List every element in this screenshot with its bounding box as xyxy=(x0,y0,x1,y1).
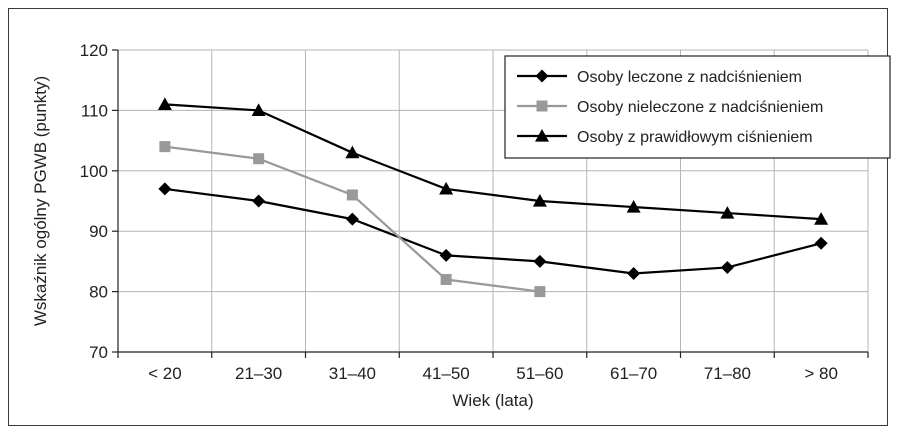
x-tick-label-7: > 80 xyxy=(804,364,838,383)
series-2 xyxy=(157,97,829,225)
data-point-2-0 xyxy=(157,97,172,110)
legend-marker-1 xyxy=(536,100,548,112)
data-point-1-2 xyxy=(346,189,358,201)
x-tick-label-0: < 20 xyxy=(148,364,182,383)
legend-label-1: Osoby nieleczone z nadciśnieniem xyxy=(577,99,823,116)
y-tick-label-2: 90 xyxy=(89,222,108,241)
x-tick-label-3: 41–50 xyxy=(422,364,469,383)
data-point-2-1 xyxy=(251,103,266,116)
data-point-0-7 xyxy=(814,236,828,250)
x-tick-label-1: 21–30 xyxy=(235,364,282,383)
series-line-0 xyxy=(164,187,822,275)
data-point-2-5 xyxy=(626,200,641,213)
data-point-0-0 xyxy=(158,182,172,196)
y-tick-labels: 70 80 90 100 110 120 xyxy=(80,41,108,362)
legend: Osoby leczone z nadciśnieniem Osoby niele… xyxy=(504,55,891,159)
y-tick-label-1: 80 xyxy=(89,283,108,302)
x-tick-labels: < 20 21–30 31–40 41–50 51–60 61–70 71–80 > 80 xyxy=(148,364,838,383)
data-point-0-1 xyxy=(252,194,266,208)
legend-marker-2 xyxy=(535,129,549,142)
data-point-1-1 xyxy=(253,153,265,165)
y-tick-label-0: 70 xyxy=(89,343,108,362)
data-point-0-3 xyxy=(439,248,453,262)
series-0 xyxy=(158,182,828,280)
y-axis-title: Wskaźnik ogólny PGWB (punkty) xyxy=(31,76,50,326)
legend-item-0: Osoby leczone z nadciśnieniem xyxy=(517,69,802,86)
data-point-0-5 xyxy=(627,266,641,280)
series-line-2 xyxy=(164,103,822,221)
y-tick-label-4: 110 xyxy=(81,101,108,120)
x-tick-label-5: 61–70 xyxy=(610,364,657,383)
data-point-2-6 xyxy=(720,206,735,219)
data-point-0-6 xyxy=(720,260,734,274)
legend-label-0: Osoby leczone z nadciśnieniem xyxy=(577,69,802,86)
x-tick-label-6: 71–80 xyxy=(704,364,751,383)
x-axis-title: Wiek (lata) xyxy=(452,391,533,410)
legend-box xyxy=(504,55,891,159)
x-tick-label-2: 31–40 xyxy=(329,364,376,383)
data-point-2-3 xyxy=(439,181,454,195)
legend-marker-0 xyxy=(535,69,549,83)
data-point-2-7 xyxy=(814,212,829,225)
x-tick-label-4: 51–60 xyxy=(516,364,563,383)
legend-label-2: Osoby z prawidłowym ciśnieniem xyxy=(577,129,813,146)
axes xyxy=(112,49,869,358)
series-1 xyxy=(159,141,546,298)
data-point-2-4 xyxy=(532,194,547,207)
legend-item-1: Osoby nieleczone z nadciśnieniem xyxy=(517,99,823,116)
y-tick-label-5: 120 xyxy=(80,41,108,60)
data-point-1-4 xyxy=(534,286,546,298)
legend-item-2: Osoby z prawidłowym ciśnieniem xyxy=(517,129,813,146)
data-point-1-3 xyxy=(440,274,452,286)
data-point-2-2 xyxy=(345,145,360,159)
data-point-0-2 xyxy=(345,212,359,226)
data-point-1-0 xyxy=(159,141,171,153)
data-point-0-4 xyxy=(533,254,547,268)
series-layer xyxy=(157,97,829,298)
y-tick-label-3: 100 xyxy=(80,162,108,181)
